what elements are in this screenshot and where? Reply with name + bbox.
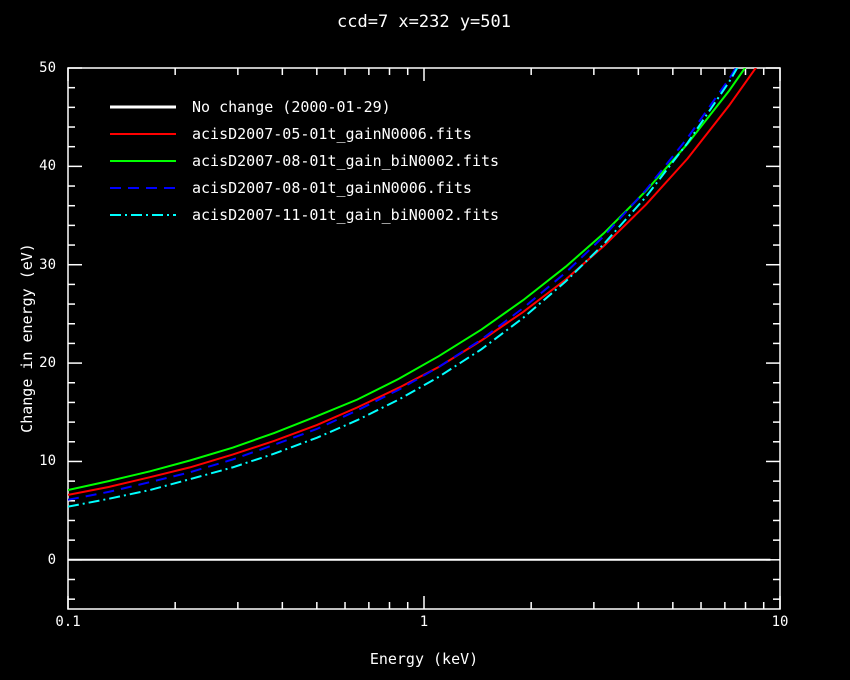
series-line-3 — [68, 68, 738, 501]
legend: No change (2000-01-29) acisD2007-05-01t_g… — [110, 93, 499, 228]
legend-line-sample — [110, 213, 176, 216]
series-line-1 — [68, 68, 757, 496]
legend-line-sample — [110, 105, 176, 108]
legend-item: acisD2007-11-01t_gain_biN0002.fits — [110, 201, 499, 228]
series-line-2 — [68, 68, 747, 491]
y-tick-label: 20 — [39, 355, 56, 372]
legend-item: acisD2007-08-01t_gainN0006.fits — [110, 174, 499, 201]
x-tick-label: 1 — [419, 614, 429, 630]
legend-label: acisD2007-11-01t_gain_biN0002.fits — [192, 205, 500, 224]
y-tick-label: 10 — [39, 453, 56, 470]
series-line-4 — [68, 68, 739, 508]
legend-label: acisD2007-08-01t_gain_biN0002.fits — [192, 151, 500, 170]
y-tick-label: 50 — [39, 60, 56, 76]
legend-label: No change (2000-01-29) — [192, 97, 391, 116]
legend-line-sample — [110, 132, 176, 135]
legend-item: acisD2007-05-01t_gainN0006.fits — [110, 120, 499, 147]
legend-line-sample — [110, 159, 176, 162]
legend-label: acisD2007-08-01t_gainN0006.fits — [192, 178, 472, 197]
legend-label: acisD2007-05-01t_gainN0006.fits — [192, 124, 472, 143]
x-tick-label: 10 — [771, 614, 789, 630]
plot-title: ccd=7 x=232 y=501 — [337, 12, 511, 32]
y-tick-label: 30 — [39, 256, 56, 273]
legend-item: No change (2000-01-29) — [110, 93, 499, 120]
x-axis-label: Energy (keV) — [369, 650, 479, 668]
y-tick-label: 0 — [47, 551, 56, 568]
legend-item: acisD2007-08-01t_gain_biN0002.fits — [110, 147, 499, 174]
legend-line-sample — [110, 186, 176, 189]
x-tick-label: 0.1 — [55, 614, 81, 630]
y-tick-label: 40 — [39, 158, 56, 175]
